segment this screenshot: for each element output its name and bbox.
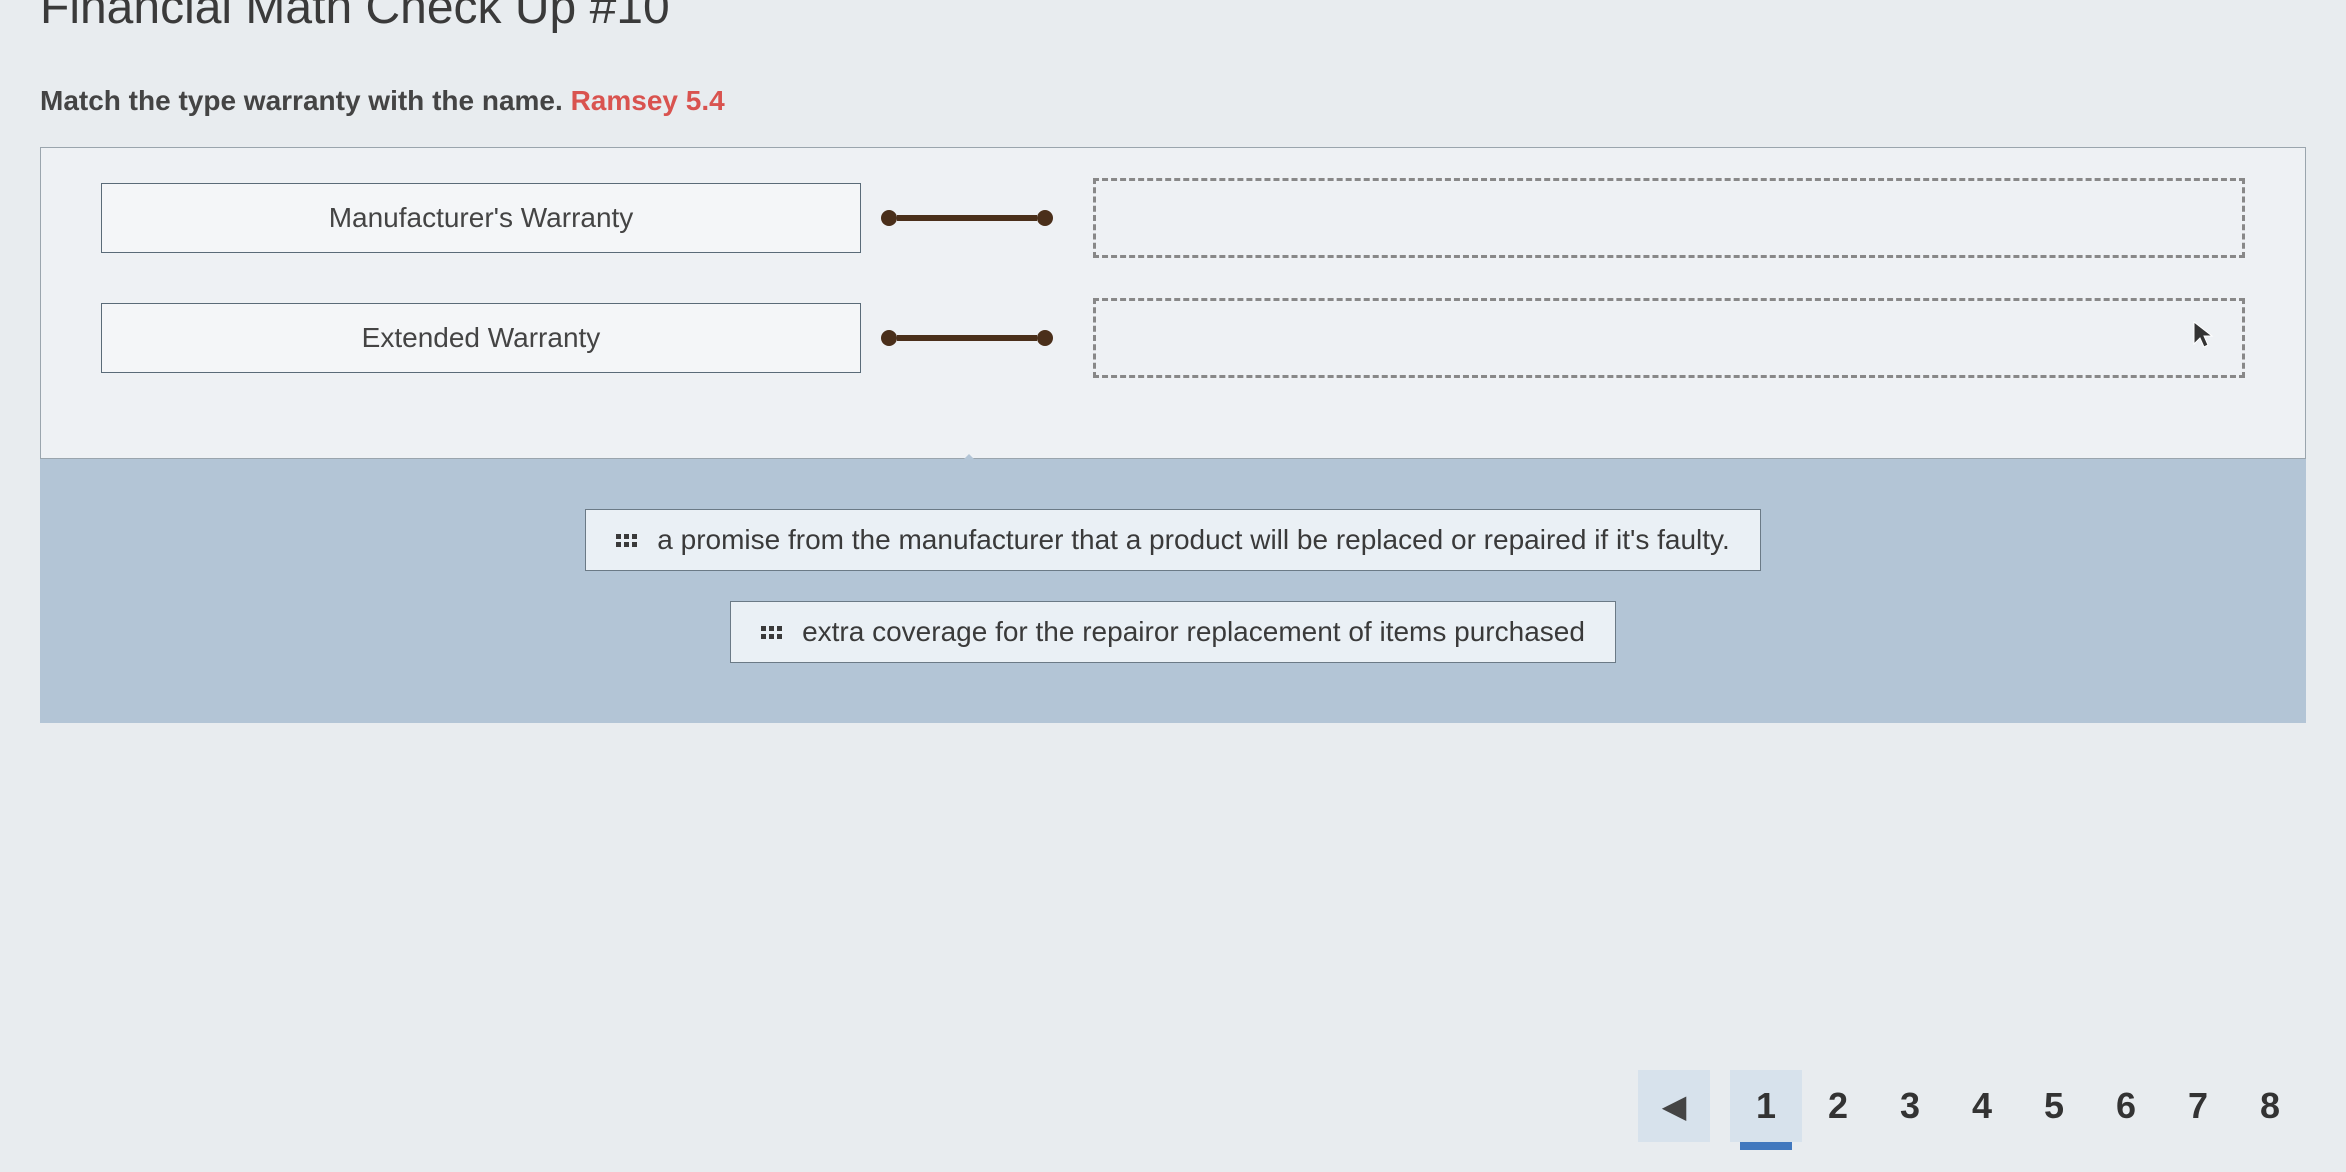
- match-container: Manufacturer's Warranty Extended Warrant…: [40, 147, 2306, 459]
- match-row: Manufacturer's Warranty: [101, 178, 2245, 258]
- pagination: ◀ 1 2 3 4 5 6 7 8: [1638, 1070, 2306, 1142]
- page-num-1[interactable]: 1: [1730, 1070, 1802, 1142]
- page-num-2[interactable]: 2: [1802, 1070, 1874, 1142]
- connector-line-icon: [897, 335, 1037, 341]
- connector-dot-icon: [1037, 210, 1053, 226]
- bank-pointer-icon: [941, 454, 997, 482]
- term-box-manufacturer: Manufacturer's Warranty: [101, 183, 861, 253]
- connector-dot-icon: [881, 210, 897, 226]
- connector-dot-icon: [881, 330, 897, 346]
- page-num-5[interactable]: 5: [2018, 1070, 2090, 1142]
- page-num-8[interactable]: 8: [2234, 1070, 2306, 1142]
- page-num-6[interactable]: 6: [2090, 1070, 2162, 1142]
- page-num-3[interactable]: 3: [1874, 1070, 1946, 1142]
- drop-zone[interactable]: [1093, 298, 2245, 378]
- grip-icon: [761, 626, 782, 639]
- instruction-main: Match the type warranty with the name.: [40, 85, 563, 116]
- answer-chip-text: a promise from the manufacturer that a p…: [657, 524, 1729, 556]
- prev-page-button[interactable]: ◀: [1638, 1070, 1710, 1142]
- connector-dot-icon: [1037, 330, 1053, 346]
- match-row: Extended Warranty: [101, 298, 2245, 378]
- answer-chip-text: extra coverage for the repairor replacem…: [802, 616, 1585, 648]
- connector-line-icon: [897, 215, 1037, 221]
- instruction-text: Match the type warranty with the name. R…: [0, 65, 2346, 147]
- answer-bank: a promise from the manufacturer that a p…: [40, 459, 2306, 723]
- drop-zone[interactable]: [1093, 178, 2245, 258]
- page-title: Financial Math Check Up #10: [0, 0, 2346, 65]
- answer-chip[interactable]: a promise from the manufacturer that a p…: [585, 509, 1760, 571]
- page-num-7[interactable]: 7: [2162, 1070, 2234, 1142]
- connector: [881, 330, 1053, 346]
- grip-icon: [616, 534, 637, 547]
- page-num-4[interactable]: 4: [1946, 1070, 2018, 1142]
- instruction-reference: Ramsey 5.4: [571, 85, 725, 116]
- term-box-extended: Extended Warranty: [101, 303, 861, 373]
- answer-chip[interactable]: extra coverage for the repairor replacem…: [730, 601, 1616, 663]
- connector: [881, 210, 1053, 226]
